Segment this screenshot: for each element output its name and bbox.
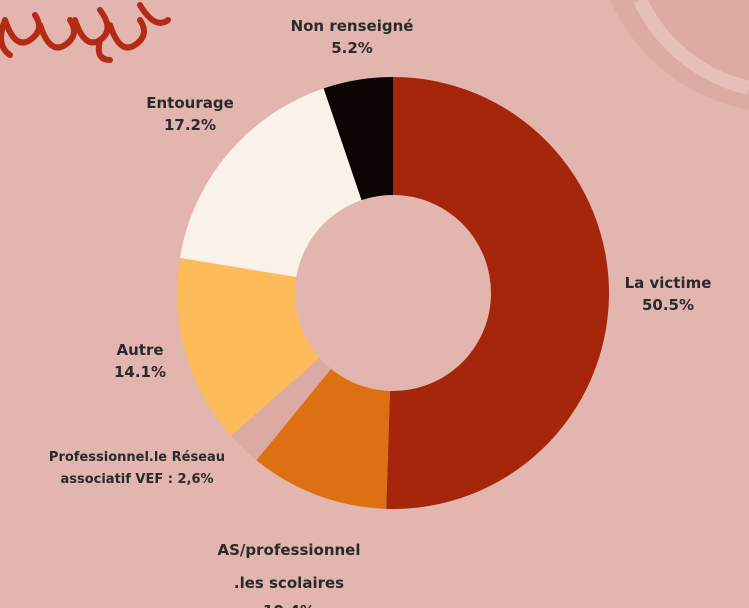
donut-segment <box>323 77 393 201</box>
donut-segment <box>386 77 610 510</box>
value-label: 50.5% <box>641 296 695 314</box>
donut-segment <box>230 357 332 461</box>
decor-arc-ring <box>633 0 749 95</box>
donut-segment <box>176 257 320 436</box>
segment-label: La victime <box>624 274 712 292</box>
segment-label: Autre <box>116 341 164 359</box>
segment-label: Entourage <box>146 94 234 112</box>
segment-label: Non renseigné <box>290 17 414 35</box>
value-label: 14.1% <box>113 363 167 381</box>
segment-label: Professionnel.le Réseau associatif VEF :… <box>48 450 226 487</box>
value-label: 5.2% <box>331 39 373 57</box>
decor-swirl <box>0 2 171 63</box>
donut-segment <box>179 88 362 278</box>
donut-segment <box>256 368 390 509</box>
segment-label: AS/professionnel .les scolaires <box>217 541 361 592</box>
value-label: 10.4% <box>204 600 374 608</box>
value-label: 17.2% <box>163 116 217 134</box>
